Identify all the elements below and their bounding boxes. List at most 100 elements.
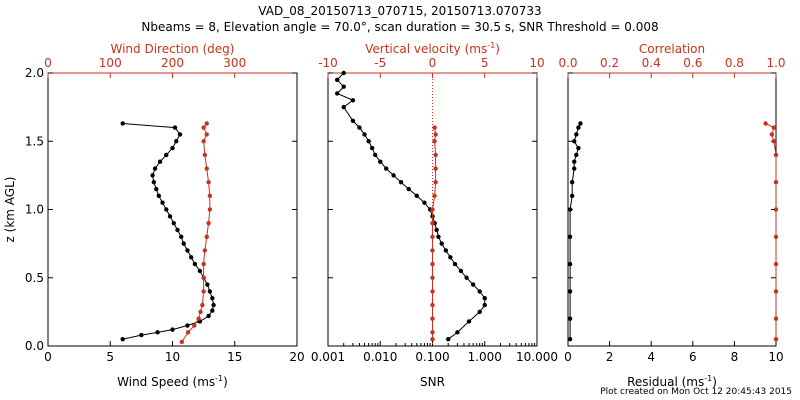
black-data-point <box>154 186 159 192</box>
black-data-point <box>210 296 215 301</box>
black-data-point <box>156 193 162 199</box>
black-data-point <box>446 336 451 342</box>
bottom-tick-label: 5 <box>106 350 114 364</box>
red-data-point <box>201 125 206 130</box>
red-data-point <box>769 132 775 137</box>
black-data-point <box>179 234 184 239</box>
red-data-point <box>202 248 208 253</box>
red-data-point <box>201 139 206 144</box>
black-data-point <box>455 330 460 335</box>
red-data-point <box>430 302 435 308</box>
bottom-tick-label: 0.100 <box>415 350 449 364</box>
black-data-point <box>188 255 194 260</box>
black-data-point <box>341 104 346 110</box>
chart-title: VAD_08_20150713_070715, 20150713.070733 <box>258 4 542 18</box>
black-data-point <box>569 180 575 185</box>
top-tick-label: 0.2 <box>600 56 619 70</box>
black-data-point <box>572 139 577 144</box>
red-data-point <box>430 330 435 335</box>
black-data-point <box>574 132 579 137</box>
black-data-point <box>414 193 419 199</box>
top-tick-label: 0.8 <box>725 56 744 70</box>
black-data-point <box>167 214 173 219</box>
bottom-axis-label: SNR <box>420 375 445 389</box>
black-data-point <box>443 248 449 253</box>
black-data-point <box>576 125 581 130</box>
black-data-point <box>341 70 346 76</box>
bottom-axis-label: Wind Speed (ms-1) <box>117 374 228 389</box>
red-data-point <box>201 275 206 280</box>
bottom-tick-label: 15 <box>227 350 242 364</box>
black-data-point <box>185 248 190 253</box>
black-data-point <box>210 308 215 313</box>
red-data-point <box>430 220 435 226</box>
red-data-point <box>433 132 438 137</box>
bottom-axis-label: Residual (ms-1) <box>627 374 717 389</box>
y-tick-label: 2.0 <box>25 66 44 80</box>
black-data-point <box>567 316 573 321</box>
black-data-point <box>477 309 482 315</box>
red-data-point <box>206 220 211 226</box>
top-tick-label: -10 <box>318 56 338 70</box>
black-data-point <box>458 268 464 274</box>
black-data-point <box>439 241 444 246</box>
top-axis-label: Vertical velocity (ms-1) <box>365 41 500 56</box>
red-data-point <box>179 339 185 345</box>
red-data-point <box>430 261 435 267</box>
black-data-point <box>567 289 573 294</box>
black-data-point <box>482 302 487 308</box>
top-tick-label: 300 <box>223 56 246 70</box>
black-data-point <box>434 227 439 233</box>
red-data-point <box>773 152 779 158</box>
black-data-point <box>335 77 340 83</box>
black-data-point <box>466 319 472 324</box>
black-data-point <box>164 152 169 158</box>
black-data-point <box>205 282 210 287</box>
red-data-point <box>773 289 779 294</box>
red-data-point <box>204 234 209 239</box>
top-tick-label: -5 <box>374 56 386 70</box>
top-tick-label: 1.0 <box>766 56 785 70</box>
black-data-point <box>157 159 163 164</box>
red-data-point <box>198 309 203 315</box>
black-data-point <box>341 84 346 89</box>
bottom-tick-label: 0.001 <box>311 350 345 364</box>
red-data-point <box>771 125 777 130</box>
bottom-tick-label: 4 <box>647 350 655 364</box>
red-data-point <box>200 302 205 308</box>
top-tick-label: 0 <box>429 56 437 70</box>
red-data-point <box>202 152 208 158</box>
red-data-point <box>773 261 779 267</box>
top-tick-label: 0.0 <box>558 56 577 70</box>
red-data-point <box>763 121 768 126</box>
red-data-point <box>432 193 437 199</box>
black-data-point <box>150 173 155 178</box>
red-series-line <box>432 127 437 340</box>
black-data-point <box>406 186 411 192</box>
black-data-point <box>576 145 581 151</box>
top-tick-label: 5 <box>481 56 489 70</box>
bottom-tick-label: 2 <box>606 350 614 364</box>
black-data-point <box>572 159 577 164</box>
black-data-point <box>422 200 427 205</box>
panel-frame <box>47 72 298 347</box>
y-tick-label: 1.5 <box>25 134 44 148</box>
chart-subtitle: Nbeams = 8, Elevation angle = 70.0°, sca… <box>141 20 659 34</box>
top-axis-label: Wind Direction (deg) <box>111 42 235 56</box>
red-data-point <box>773 207 779 212</box>
red-data-point <box>207 207 213 212</box>
black-data-point <box>572 166 577 171</box>
red-data-point <box>430 316 435 321</box>
black-data-point <box>357 125 362 130</box>
black-data-point <box>574 152 579 158</box>
bottom-tick-label: 20 <box>289 350 304 364</box>
bottom-tick-label: 10 <box>165 350 180 364</box>
black-data-point <box>197 268 203 274</box>
black-data-point <box>578 121 583 126</box>
black-data-point <box>120 336 125 342</box>
red-data-point <box>192 323 197 328</box>
top-tick-label: 100 <box>99 56 122 70</box>
red-data-point <box>196 316 201 321</box>
black-data-point <box>398 180 404 185</box>
panel-frame <box>567 72 777 347</box>
